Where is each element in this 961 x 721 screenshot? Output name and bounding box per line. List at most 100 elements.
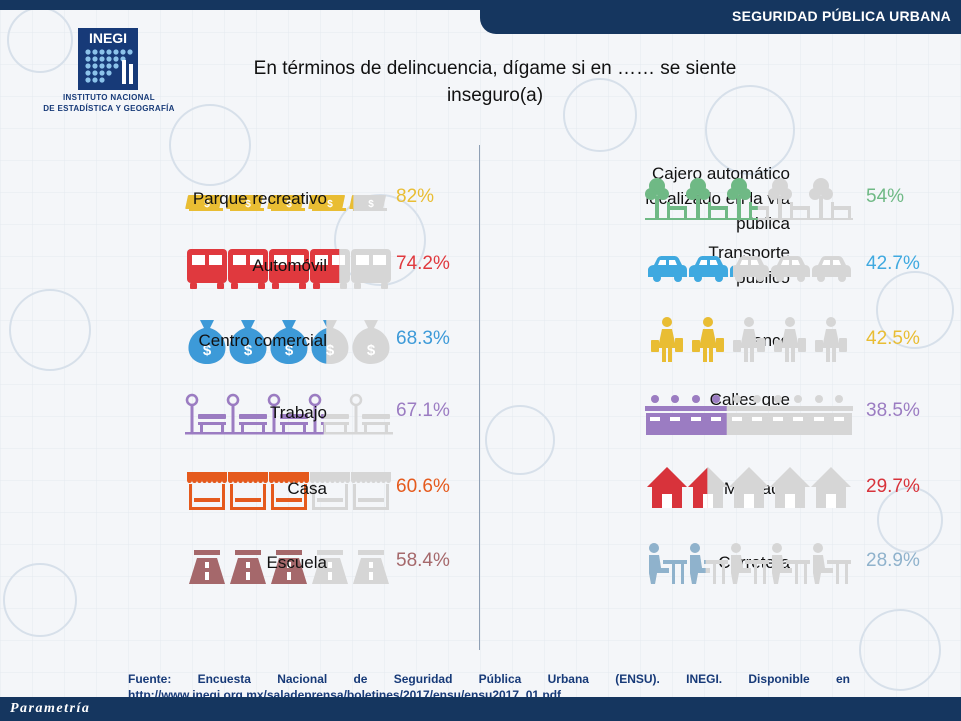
office-desk-icon: [645, 395, 689, 435]
bus-icon: [351, 249, 391, 289]
money-bag-icon: $ $: [311, 320, 349, 364]
category-label-shopper: Centro comercial: [199, 328, 328, 353]
chart-title-line-2: inseguro(a): [446, 85, 544, 106]
category-label-line: Trabajo: [269, 402, 327, 422]
money-bag-icon: $ $: [229, 320, 267, 364]
parametria-brand: Parametría: [10, 701, 91, 716]
park-tree-icon: [727, 178, 771, 220]
logo-line-2: DE ESTADÍSTICA Y GEOGRAFÍA: [43, 104, 175, 113]
category-label-line: Centro comercial: [198, 330, 328, 350]
category-label-line: Transporte: [708, 243, 790, 262]
road-icon: [271, 550, 307, 584]
category-label-car: Automóvil: [252, 253, 327, 278]
office-desk-icon: [686, 395, 730, 435]
svg-text:$: $: [326, 342, 335, 359]
value-label-shopper: 42.5%: [866, 328, 920, 349]
office-desk-icon: [809, 395, 853, 435]
house-icon: [729, 467, 769, 508]
bus-icon: [228, 249, 268, 289]
office-desk-icon: [768, 395, 812, 435]
money-bag-icon: $: [352, 320, 390, 364]
school-desk-icon: [731, 543, 769, 584]
pictogram-row-road: [189, 550, 389, 584]
park-tree-icon: [686, 178, 730, 220]
house-icon: [647, 467, 687, 508]
brand-bar: [0, 697, 961, 721]
bus-icon: [310, 249, 350, 289]
logo-line-1: INSTITUTO NACIONAL: [63, 93, 155, 102]
road-icon: [189, 550, 225, 584]
street-bench-icon: [226, 393, 270, 435]
house-icon: [811, 467, 851, 508]
pictogram-row-school-desk: [649, 543, 851, 584]
pictogram-row-bus: [187, 249, 391, 289]
value-label-market-stall: 60.6%: [396, 476, 450, 497]
category-label-house: Casa: [287, 476, 327, 501]
street-bench-icon: [267, 393, 311, 435]
money-bag-icon: $ $: [270, 320, 308, 364]
shopper-icon: [651, 317, 683, 362]
street-bench-icon: [185, 393, 229, 435]
value-label-school-desk: 28.9%: [866, 550, 920, 571]
category-label-line: Parque recreativo: [192, 188, 327, 208]
shopper-icon: [733, 317, 765, 362]
column-divider: [479, 145, 480, 650]
svg-text:$: $: [203, 342, 212, 359]
pictogram-row-shopper: [651, 317, 847, 362]
car-icon: [730, 256, 769, 282]
road-icon: [312, 550, 348, 584]
money-bill-icon: $ $: [185, 195, 223, 211]
value-label-road: 58.4%: [396, 550, 450, 571]
inegi-logo: INEGI INSTITUTO NACIONAL DE ESTADÍSTICA …: [34, 28, 184, 118]
school-desk-icon: [649, 543, 687, 584]
pictogram-row-office-desk: [645, 395, 853, 435]
value-label-car: 42.7%: [866, 253, 920, 274]
market-stall-icon: [187, 472, 227, 510]
pictogram-row-market-stall: [187, 472, 391, 510]
street-bench-icon: [349, 393, 393, 435]
pictogram-row-park-tree: [645, 178, 853, 220]
park-tree-icon: [768, 178, 812, 220]
shopper-icon: [692, 317, 724, 362]
school-desk-icon: [772, 543, 810, 584]
chart-title-line-1: En términos de delincuencia, dígame si e…: [253, 58, 737, 79]
category-label-office-desk: Trabajo: [270, 400, 327, 425]
market-stall-icon: [228, 472, 268, 510]
value-label-bus: 74.2%: [396, 253, 450, 274]
road-icon: [353, 550, 389, 584]
svg-text:$: $: [244, 342, 253, 359]
car-icon: [771, 256, 810, 282]
school-desk-icon: [690, 543, 728, 584]
section-title: SEGURIDAD PÚBLICA URBANA: [732, 8, 951, 24]
pictogram-row-house: [647, 467, 851, 508]
category-label-line: localizado en la vía: [645, 188, 790, 208]
car-icon: [689, 256, 728, 282]
market-stall-icon: [310, 472, 350, 510]
money-bill-icon: $ $: [226, 195, 264, 211]
pictogram-row-money-bill: $ $ $ $ $ $ $ $ $ $: [185, 195, 387, 211]
car-icon: [648, 256, 687, 282]
svg-text:$: $: [368, 199, 374, 210]
pictogram-row-money-bag: $ $ $ $ $ $ $ $ $: [188, 320, 390, 364]
value-label-street-bench: 67.1%: [396, 400, 450, 421]
inegi-logo-mark: INEGI: [78, 28, 138, 90]
category-label-line: Cajero automático: [652, 163, 790, 183]
svg-text:$: $: [285, 342, 294, 359]
value-label-house: 29.7%: [866, 476, 920, 497]
category-label-park-tree: Parque recreativo: [193, 186, 327, 211]
category-label-school-desk: Escuela: [267, 550, 327, 575]
shopper-icon: [774, 317, 806, 362]
chart-title: En términos de delincuencia, dígame si e…: [190, 55, 800, 109]
office-desk-icon: [727, 395, 771, 435]
header-tab: [480, 0, 961, 34]
source-note: Fuente: Encuesta Nacional de Seguridad P…: [128, 672, 850, 686]
bus-icon: [269, 249, 309, 289]
money-bill-icon: $ $: [349, 195, 387, 211]
pictogram-row-car: [648, 256, 851, 282]
value-label-office-desk: 38.5%: [866, 400, 920, 421]
street-bench-icon: [308, 393, 352, 435]
money-bag-icon: $ $: [188, 320, 226, 364]
value-label-park-tree: 54%: [866, 186, 905, 207]
value-label-money-bill: 82%: [396, 186, 435, 207]
